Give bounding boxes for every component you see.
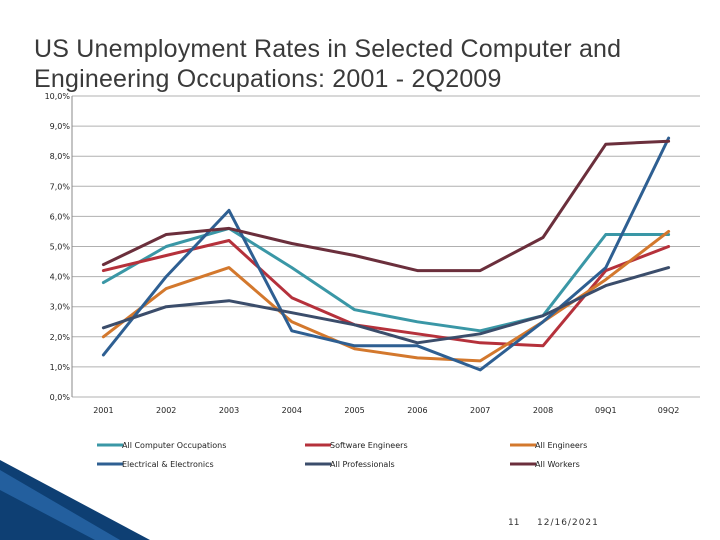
x-tick-label: 2006 [407,406,427,415]
x-tick-label: 09Q1 [595,406,617,415]
x-tick-label: 09Q2 [658,406,680,415]
data-point [604,266,607,269]
data-point [165,233,168,236]
data-point [290,311,293,314]
data-point [353,344,356,348]
data-point [353,308,356,311]
data-point [165,254,168,257]
data-point [227,239,231,242]
data-point [290,242,293,245]
x-tick-label: 2003 [219,406,239,415]
y-tick-label: 3,0% [50,303,71,312]
data-point [416,356,419,360]
data-point [667,266,670,269]
data-point [604,284,607,287]
data-point [416,332,419,335]
data-point [604,142,607,146]
legend-label: All Professionals [330,460,395,469]
series-line [101,239,671,348]
y-tick-label: 2,0% [50,333,71,342]
data-point [541,344,545,348]
data-point [479,332,482,335]
y-tick-label: 0,0% [50,393,71,402]
data-point [667,245,670,248]
data-point [102,263,105,266]
x-tick-label: 2001 [93,406,113,415]
data-point [416,320,419,323]
data-point [227,209,231,212]
data-point [479,341,482,345]
data-point [165,275,168,278]
data-point [667,136,670,140]
series-line [101,136,671,372]
y-tick-label: 8,0% [50,152,71,161]
data-point [227,227,231,230]
data-point [353,254,356,257]
data-point [102,353,105,357]
data-point [416,341,419,345]
data-point [541,236,545,239]
data-point [290,296,293,299]
legend-label: Software Engineers [330,441,408,450]
data-point [416,344,419,348]
legend-label: All Workers [535,460,580,469]
legend-label: Electrical & Electronics [122,460,214,469]
slide-date: 12/16/2021 [537,518,599,528]
data-point [479,329,482,332]
data-point [102,335,105,338]
data-point [416,269,419,272]
data-point [165,287,168,290]
y-tick-label: 1,0% [50,363,71,372]
data-point [102,269,105,272]
data-point [353,323,356,326]
data-point [102,281,105,284]
x-tick-label: 2005 [344,406,364,415]
data-point [353,347,356,351]
x-tick-label: 2007 [470,406,490,415]
data-point [479,269,482,272]
data-point [667,139,670,143]
x-tick-label: 2008 [533,406,553,415]
x-tick-label: 2004 [282,406,302,415]
y-tick-label: 4,0% [50,273,71,282]
page-number: 11 [508,518,520,528]
x-tick-label: 2002 [156,406,176,415]
data-point [290,320,293,323]
data-point [165,305,168,308]
series-line [101,266,671,345]
data-point [604,233,607,236]
data-point [290,329,293,332]
series-line [101,226,671,333]
legend-label: All Engineers [535,441,587,450]
corner-swoosh [0,460,150,540]
data-point [541,314,545,317]
data-point [667,230,670,233]
data-point [667,233,670,236]
corner-swoosh-accent [0,470,120,540]
data-point [290,266,293,269]
data-point [165,245,168,248]
data-point [227,299,231,302]
data-point [227,266,231,269]
data-point [541,320,545,323]
y-tick-label: 7,0% [50,182,71,191]
data-point [479,359,482,363]
data-point [102,326,105,329]
slide-title: US Unemployment Rates in Selected Comput… [34,35,622,93]
data-point [604,278,607,281]
legend-label: All Computer Occupations [122,441,226,450]
y-tick-label: 10,0% [45,92,71,101]
y-tick-label: 5,0% [50,243,71,252]
series-line [101,139,671,273]
y-tick-label: 9,0% [50,122,71,131]
data-point [479,368,482,372]
y-tick-label: 6,0% [50,212,71,221]
